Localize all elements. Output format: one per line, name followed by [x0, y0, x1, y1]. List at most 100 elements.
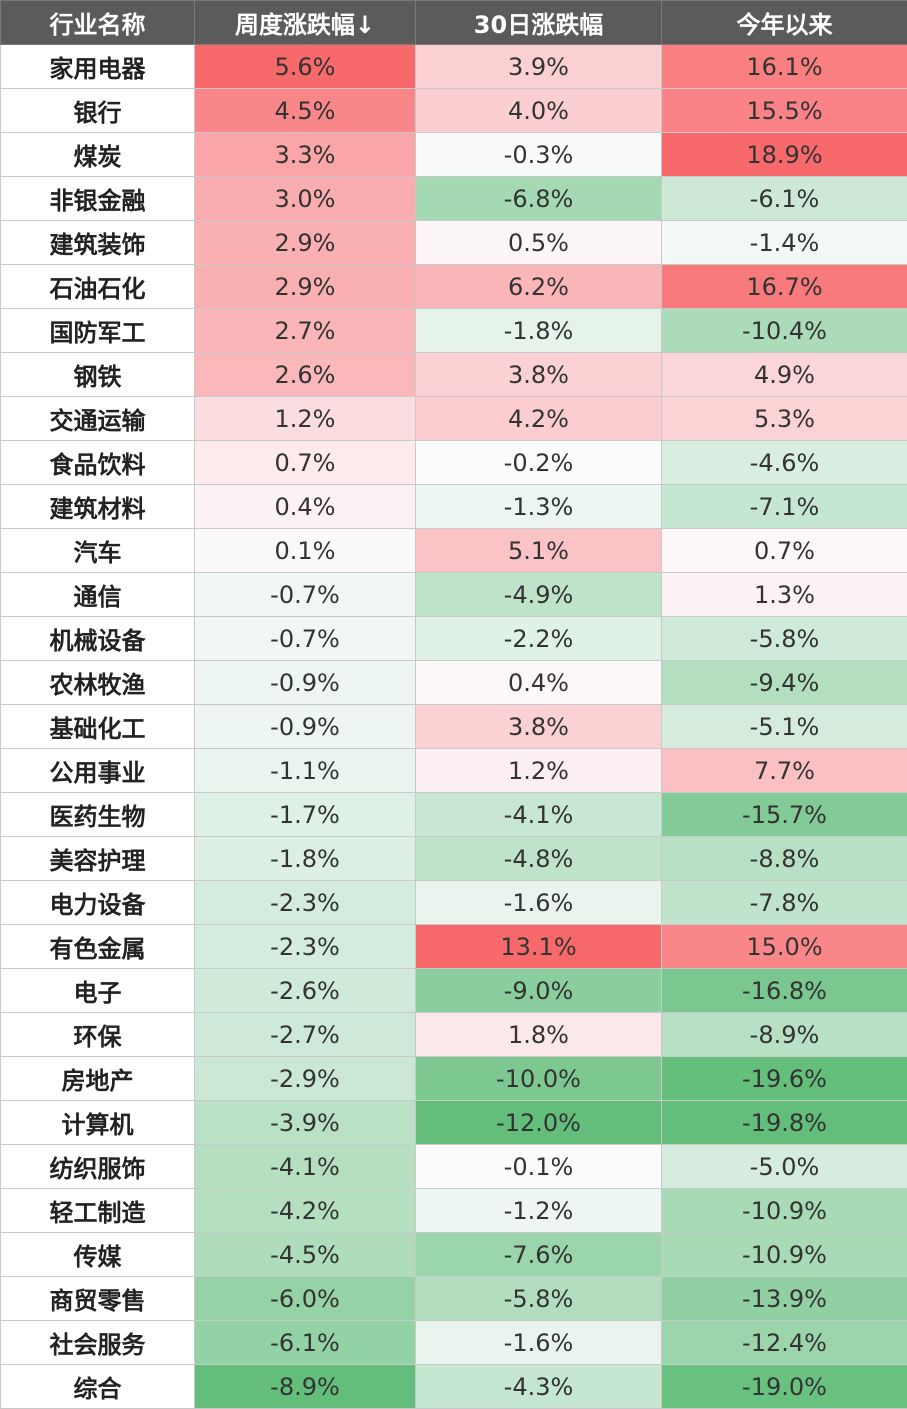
ytd-change-cell: 18.9% [661, 132, 907, 177]
ytd-change-cell: 5.3% [661, 396, 907, 441]
weekly-change-cell: 0.1% [194, 528, 416, 573]
ytd-change-cell: -5.0% [661, 1144, 907, 1189]
industry-name-cell: 农林牧渔 [0, 660, 195, 705]
ytd-change-cell: -10.4% [661, 308, 907, 353]
weekly-change-cell: 2.9% [194, 220, 416, 265]
d30-change-cell: 1.2% [415, 748, 662, 793]
column-header-weekly-change[interactable]: 周度涨跌幅↓ [194, 0, 416, 45]
industry-name-cell: 纺织服饰 [0, 1144, 195, 1189]
d30-change-cell: 4.0% [415, 88, 662, 133]
ytd-change-cell: -5.8% [661, 616, 907, 661]
weekly-change-cell: 3.3% [194, 132, 416, 177]
table-row: 纺织服饰 -4.1% -0.1% -5.0% [0, 1144, 907, 1189]
d30-change-cell: -2.2% [415, 616, 662, 661]
weekly-change-cell: -8.9% [194, 1364, 416, 1409]
weekly-change-cell: -4.5% [194, 1232, 416, 1277]
ytd-change-cell: -8.9% [661, 1012, 907, 1057]
table-row: 非银金融 3.0% -6.8% -6.1% [0, 176, 907, 221]
d30-change-cell: -1.3% [415, 484, 662, 529]
column-header-ytd-change[interactable]: 今年以来 [661, 0, 907, 45]
d30-change-cell: 3.8% [415, 352, 662, 397]
weekly-change-cell: -0.9% [194, 660, 416, 705]
table-row: 钢铁 2.6% 3.8% 4.9% [0, 352, 907, 397]
ytd-change-cell: 15.0% [661, 924, 907, 969]
d30-change-cell: -4.1% [415, 792, 662, 837]
ytd-change-cell: -16.8% [661, 968, 907, 1013]
industry-name-cell: 交通运输 [0, 396, 195, 441]
weekly-change-cell: -4.2% [194, 1188, 416, 1233]
industry-name-cell: 商贸零售 [0, 1276, 195, 1321]
weekly-change-cell: 1.2% [194, 396, 416, 441]
d30-change-cell: 5.1% [415, 528, 662, 573]
weekly-change-cell: -0.7% [194, 572, 416, 617]
weekly-change-cell: 0.4% [194, 484, 416, 529]
weekly-change-cell: -2.3% [194, 880, 416, 925]
table-row: 环保 -2.7% 1.8% -8.9% [0, 1012, 907, 1057]
d30-change-cell: -4.8% [415, 836, 662, 881]
table-row: 轻工制造 -4.2% -1.2% -10.9% [0, 1188, 907, 1233]
industry-name-cell: 公用事业 [0, 748, 195, 793]
weekly-change-cell: 4.5% [194, 88, 416, 133]
ytd-change-cell: -4.6% [661, 440, 907, 485]
industry-name-cell: 社会服务 [0, 1320, 195, 1365]
table-row: 传媒 -4.5% -7.6% -10.9% [0, 1232, 907, 1277]
ytd-change-cell: -10.9% [661, 1232, 907, 1277]
ytd-change-cell: 16.7% [661, 264, 907, 309]
industry-name-cell: 钢铁 [0, 352, 195, 397]
d30-change-cell: -0.3% [415, 132, 662, 177]
table-row: 公用事业 -1.1% 1.2% 7.7% [0, 748, 907, 793]
industry-name-cell: 医药生物 [0, 792, 195, 837]
table-row: 机械设备 -0.7% -2.2% -5.8% [0, 616, 907, 661]
table-row: 建筑装饰 2.9% 0.5% -1.4% [0, 220, 907, 265]
d30-change-cell: -4.3% [415, 1364, 662, 1409]
ytd-change-cell: 15.5% [661, 88, 907, 133]
table-row: 建筑材料 0.4% -1.3% -7.1% [0, 484, 907, 529]
table-row: 石油石化 2.9% 6.2% 16.7% [0, 264, 907, 309]
table-body: 家用电器 5.6% 3.9% 16.1% 银行 4.5% 4.0% 15.5% 煤炭 3.3% -0… [0, 44, 907, 1409]
industry-name-cell: 电力设备 [0, 880, 195, 925]
table-row: 食品饮料 0.7% -0.2% -4.6% [0, 440, 907, 485]
d30-change-cell: 4.2% [415, 396, 662, 441]
d30-change-cell: 3.8% [415, 704, 662, 749]
weekly-change-cell: 2.7% [194, 308, 416, 353]
industry-name-cell: 银行 [0, 88, 195, 133]
d30-change-cell: -12.0% [415, 1100, 662, 1145]
weekly-change-cell: 0.7% [194, 440, 416, 485]
table-row: 房地产 -2.9% -10.0% -19.6% [0, 1056, 907, 1101]
ytd-change-cell: -7.1% [661, 484, 907, 529]
industry-name-cell: 环保 [0, 1012, 195, 1057]
ytd-change-cell: 1.3% [661, 572, 907, 617]
industry-name-cell: 轻工制造 [0, 1188, 195, 1233]
weekly-change-cell: -2.9% [194, 1056, 416, 1101]
table-row: 通信 -0.7% -4.9% 1.3% [0, 572, 907, 617]
d30-change-cell: 0.5% [415, 220, 662, 265]
ytd-change-cell: -19.8% [661, 1100, 907, 1145]
table-row: 美容护理 -1.8% -4.8% -8.8% [0, 836, 907, 881]
ytd-change-cell: -8.8% [661, 836, 907, 881]
weekly-change-cell: -0.7% [194, 616, 416, 661]
industry-name-cell: 非银金融 [0, 176, 195, 221]
weekly-change-cell: 5.6% [194, 44, 416, 89]
industry-name-cell: 汽车 [0, 528, 195, 573]
table-row: 社会服务 -6.1% -1.6% -12.4% [0, 1320, 907, 1365]
ytd-change-cell: -7.8% [661, 880, 907, 925]
ytd-change-cell: 4.9% [661, 352, 907, 397]
weekly-change-cell: -1.1% [194, 748, 416, 793]
weekly-change-cell: -3.9% [194, 1100, 416, 1145]
table-row: 家用电器 5.6% 3.9% 16.1% [0, 44, 907, 89]
column-header-30d-change[interactable]: 30日涨跌幅 [415, 0, 662, 45]
d30-change-cell: -1.6% [415, 880, 662, 925]
table-row: 煤炭 3.3% -0.3% 18.9% [0, 132, 907, 177]
ytd-change-cell: -19.0% [661, 1364, 907, 1409]
weekly-change-cell: -4.1% [194, 1144, 416, 1189]
weekly-change-cell: -6.1% [194, 1320, 416, 1365]
table-row: 交通运输 1.2% 4.2% 5.3% [0, 396, 907, 441]
industry-name-cell: 煤炭 [0, 132, 195, 177]
table-row: 综合 -8.9% -4.3% -19.0% [0, 1364, 907, 1409]
d30-change-cell: -1.2% [415, 1188, 662, 1233]
column-header-industry[interactable]: 行业名称 [0, 0, 195, 45]
weekly-change-cell: 3.0% [194, 176, 416, 221]
industry-name-cell: 基础化工 [0, 704, 195, 749]
table-row: 商贸零售 -6.0% -5.8% -13.9% [0, 1276, 907, 1321]
